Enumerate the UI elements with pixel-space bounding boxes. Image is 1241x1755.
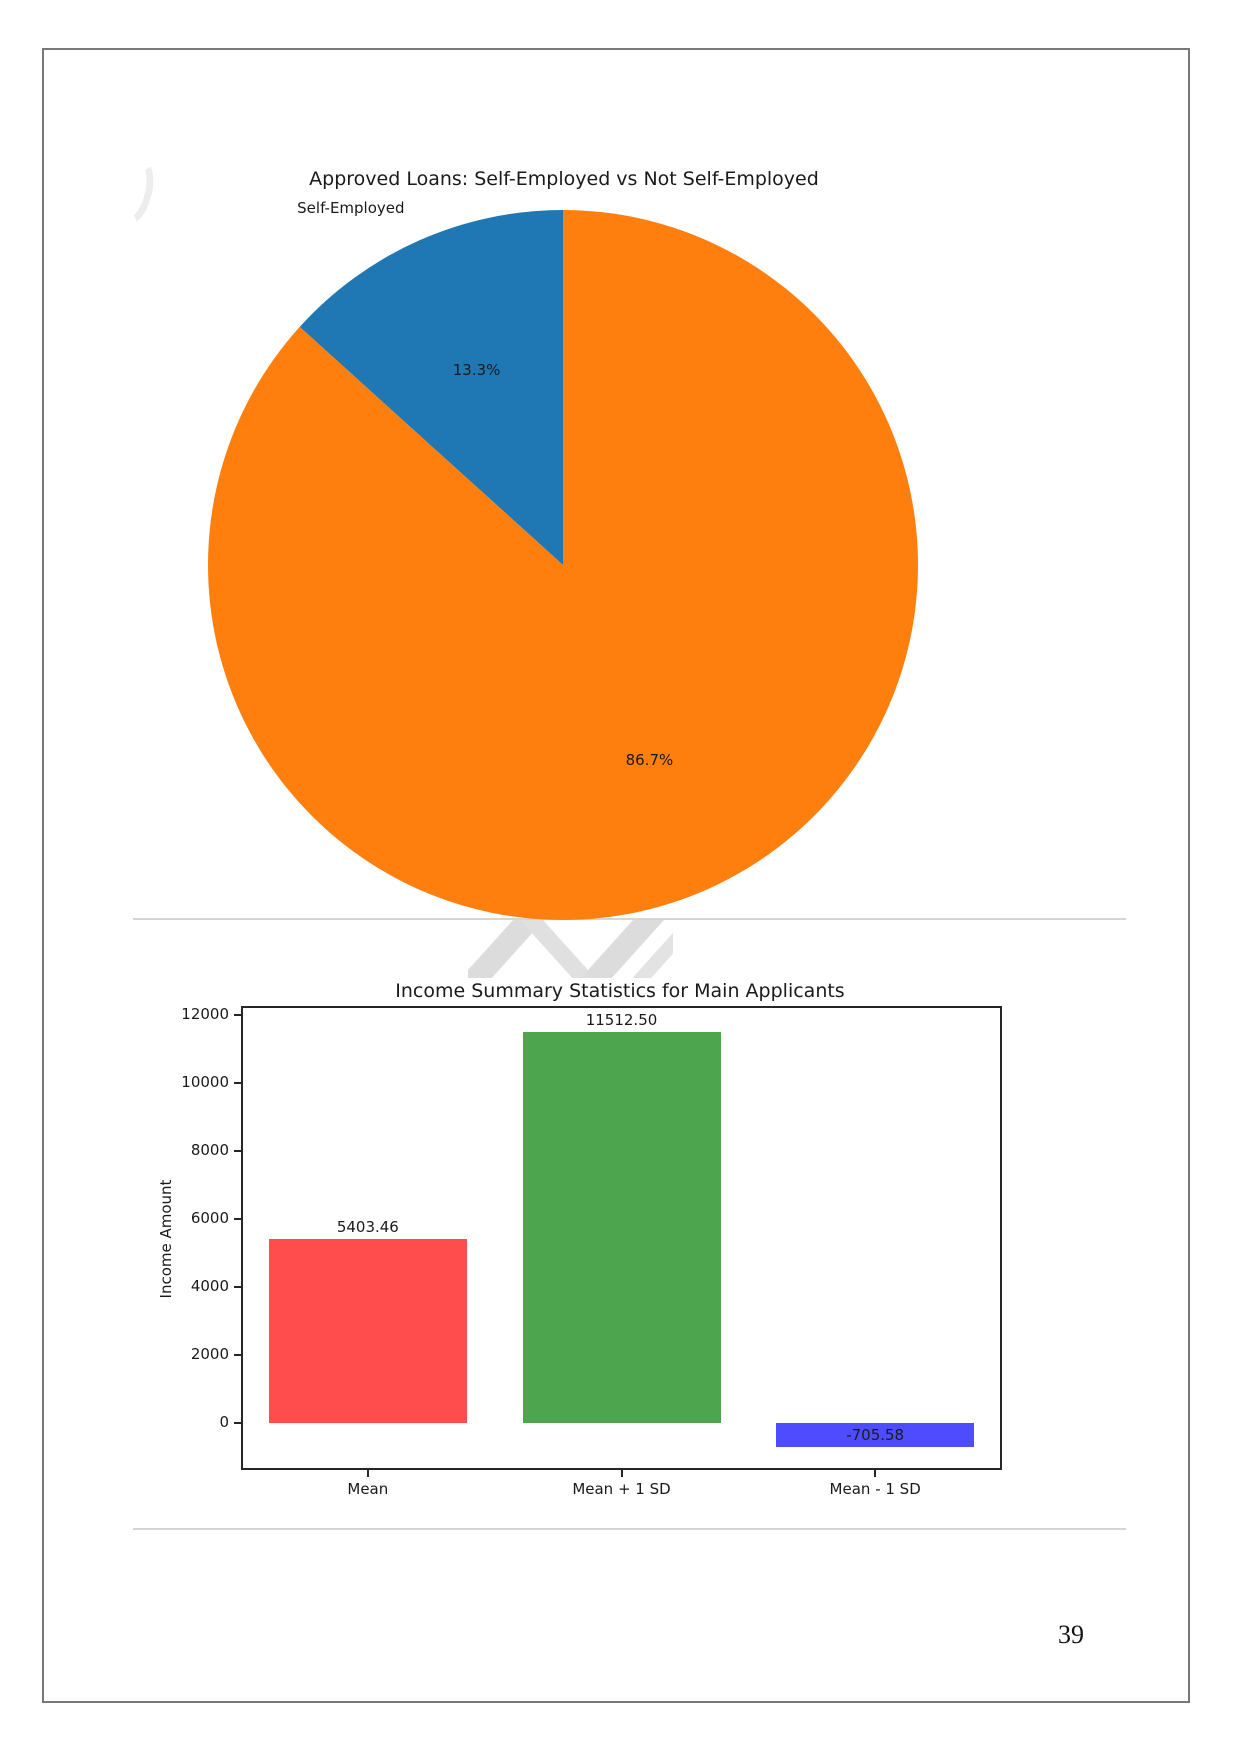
bar-plot-area	[241, 1006, 1002, 1470]
pie-chart-title: Approved Loans: Self-Employed vs Not Sel…	[309, 168, 819, 190]
section-divider-line-top	[133, 918, 1126, 920]
pie-slice	[208, 210, 918, 920]
bar-chart-title: Income Summary Statistics for Main Appli…	[395, 980, 845, 1002]
section-divider-line-bottom	[133, 1528, 1126, 1530]
pie-slice-label: Self-Employed	[297, 199, 405, 218]
watermark-fragment	[468, 920, 673, 978]
pie-svg	[208, 210, 918, 920]
page-border	[42, 48, 1190, 1703]
pie-slice	[299, 210, 563, 565]
pie-percent-label: 13.3%	[452, 361, 501, 380]
pie-chart: 13.3% Self-Employed 86.7%	[208, 199, 918, 920]
pie-percent-label: 86.7%	[625, 750, 674, 769]
y-axis-label: Income Amount	[157, 1179, 175, 1299]
page-number: 39	[1058, 1620, 1084, 1649]
